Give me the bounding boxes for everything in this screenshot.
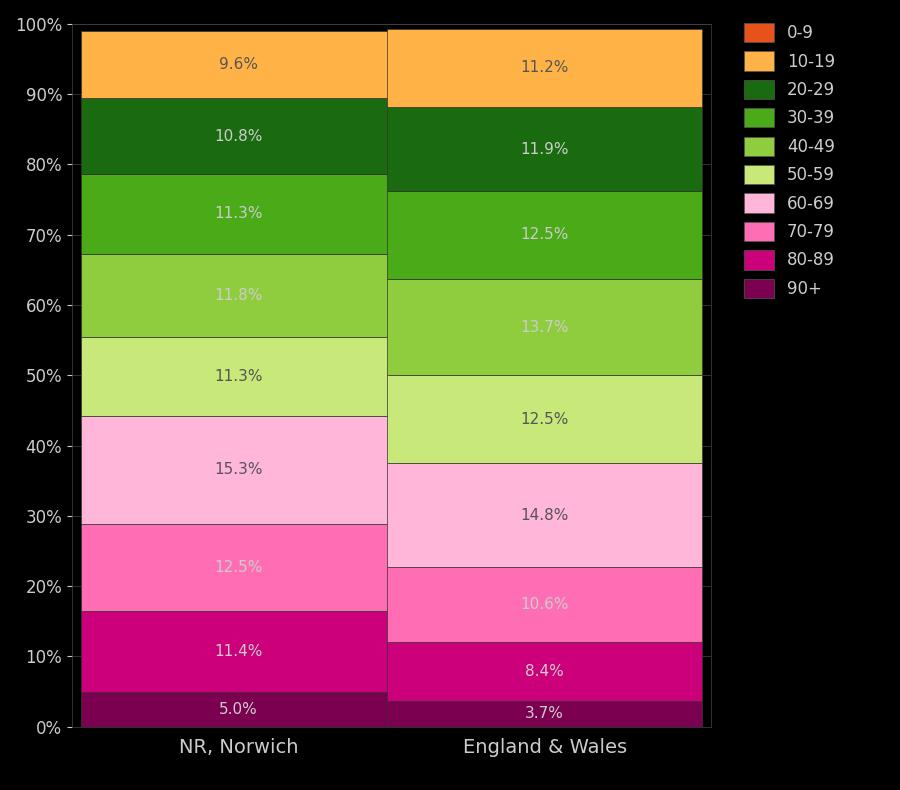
Bar xyxy=(81,31,396,98)
Text: 11.2%: 11.2% xyxy=(520,61,569,76)
Text: 11.4%: 11.4% xyxy=(214,644,263,659)
Bar xyxy=(387,107,702,191)
Text: 11.3%: 11.3% xyxy=(214,369,263,384)
Text: 11.9%: 11.9% xyxy=(520,141,569,156)
Text: 11.8%: 11.8% xyxy=(214,288,263,303)
Text: 3.7%: 3.7% xyxy=(526,706,564,721)
Text: 12.5%: 12.5% xyxy=(214,560,263,575)
Text: 12.5%: 12.5% xyxy=(520,228,569,243)
Bar xyxy=(387,567,702,641)
Bar xyxy=(81,98,396,174)
Text: 8.4%: 8.4% xyxy=(526,664,564,679)
Bar xyxy=(81,524,396,611)
Bar xyxy=(81,416,396,524)
Bar xyxy=(387,279,702,375)
Text: 14.8%: 14.8% xyxy=(520,508,569,523)
Bar xyxy=(387,28,702,107)
Bar xyxy=(81,692,396,727)
Legend: 0-9, 10-19, 20-29, 30-39, 40-49, 50-59, 60-69, 70-79, 80-89, 90+: 0-9, 10-19, 20-29, 30-39, 40-49, 50-59, … xyxy=(739,18,840,303)
Text: 12.5%: 12.5% xyxy=(520,412,569,427)
Text: 9.6%: 9.6% xyxy=(219,57,257,72)
Text: 11.3%: 11.3% xyxy=(214,206,263,221)
Bar xyxy=(81,611,396,692)
Bar xyxy=(81,254,396,337)
Bar xyxy=(387,191,702,279)
Text: 10.8%: 10.8% xyxy=(214,129,263,144)
Bar xyxy=(387,463,702,567)
Text: 13.7%: 13.7% xyxy=(520,320,569,335)
Bar xyxy=(387,375,702,463)
Bar xyxy=(81,174,396,254)
Text: 5.0%: 5.0% xyxy=(219,702,257,717)
Text: 15.3%: 15.3% xyxy=(214,462,263,477)
Bar xyxy=(387,641,702,701)
Text: 10.6%: 10.6% xyxy=(520,597,569,612)
Bar xyxy=(81,337,396,416)
Bar xyxy=(387,701,702,727)
